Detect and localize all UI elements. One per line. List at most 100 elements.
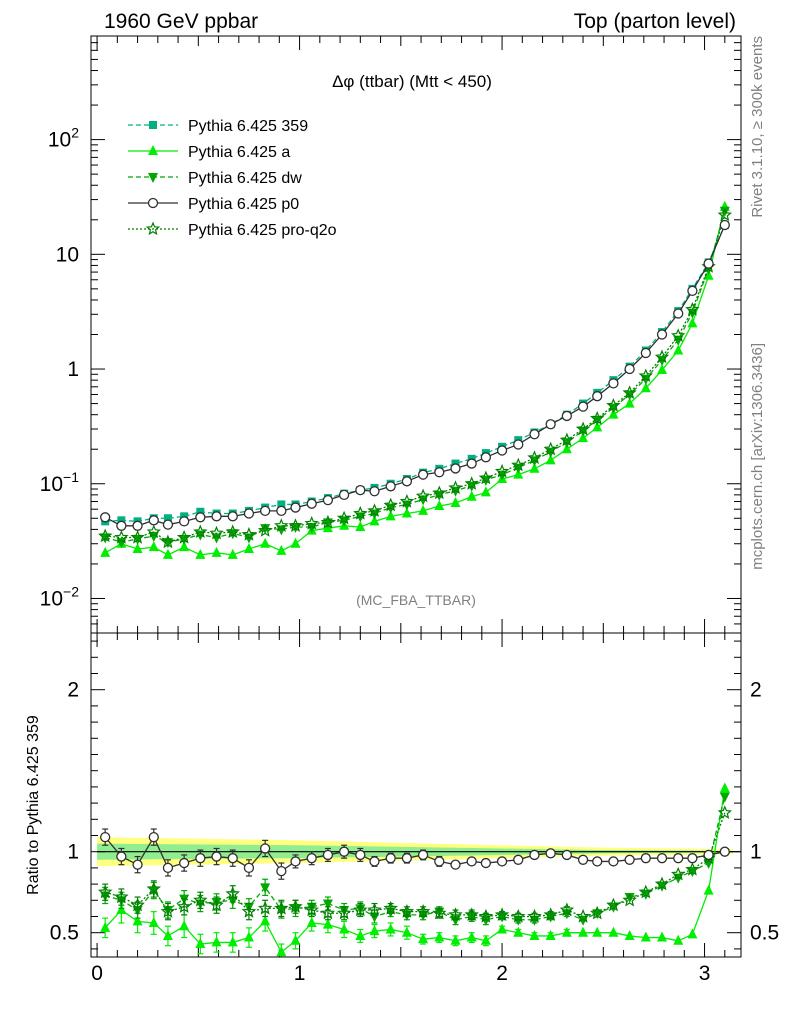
data-point <box>418 504 429 515</box>
data-point <box>162 548 173 559</box>
data-point <box>719 206 730 217</box>
data-point <box>288 899 303 913</box>
series-pythia-6-425-dw <box>100 206 730 549</box>
data-point <box>399 904 415 918</box>
data-point <box>290 856 301 867</box>
y-tick-label: 1 <box>67 358 79 381</box>
ratio-line <box>104 796 726 921</box>
data-point <box>417 469 429 480</box>
data-point <box>703 859 714 870</box>
legend-item: Pythia 6.425 359 <box>128 118 308 135</box>
data-point <box>114 889 129 904</box>
data-point <box>160 534 176 549</box>
data-point <box>432 905 447 920</box>
data-point <box>306 916 317 927</box>
data-point <box>622 385 637 400</box>
data-point <box>415 904 431 918</box>
data-point <box>717 805 732 819</box>
data-point <box>162 519 174 530</box>
rivet-label: Rivet 3.1.10, ≥ 300k events <box>749 36 766 218</box>
y-tick-label: 102 <box>48 125 79 152</box>
data-point <box>353 902 368 917</box>
ratio-y-tick-label-right: 0.5 <box>750 922 779 945</box>
data-point <box>448 907 463 921</box>
data-point <box>466 458 477 469</box>
data-point <box>624 397 635 408</box>
data-point <box>561 849 573 861</box>
data-point <box>464 907 479 921</box>
data-point <box>401 926 412 937</box>
data-point <box>383 497 398 512</box>
data-point <box>687 928 698 939</box>
data-point <box>657 364 668 375</box>
data-point <box>703 258 714 269</box>
data-point <box>480 857 492 869</box>
data-point <box>160 903 176 918</box>
data-point <box>450 915 461 926</box>
data-point <box>434 467 445 478</box>
data-point <box>176 899 192 913</box>
data-point <box>148 173 158 183</box>
series-pythia-6-425-pro-q2o <box>98 207 732 549</box>
data-point <box>559 902 575 917</box>
data-point <box>654 349 670 364</box>
data-point <box>336 905 352 920</box>
data-point <box>132 542 143 553</box>
ratio-y-tick-label-right: 2 <box>750 679 762 702</box>
data-point <box>225 886 240 901</box>
x-axis-tick-labels: 0 1 2 3 <box>91 962 710 985</box>
main-series-layer <box>98 200 732 559</box>
series-pythia-6-425-a <box>100 200 730 559</box>
data-point <box>211 546 222 557</box>
legend-label: Pythia 6.425 359 <box>188 118 308 135</box>
data-point <box>259 843 271 854</box>
data-point <box>369 486 380 497</box>
data-point <box>657 931 668 942</box>
data-point <box>494 907 510 921</box>
data-point <box>195 853 206 864</box>
data-point <box>149 121 157 129</box>
data-point <box>243 862 255 874</box>
data-point <box>146 524 162 539</box>
data-point <box>529 929 540 940</box>
data-point <box>116 520 127 531</box>
data-point <box>685 302 700 316</box>
ratio-y-tick-label: 0.5 <box>50 922 79 945</box>
data-point <box>687 317 698 328</box>
data-point <box>608 378 619 389</box>
data-point <box>527 908 542 923</box>
data-point <box>355 484 366 496</box>
data-point <box>719 792 730 803</box>
data-point <box>227 853 238 864</box>
data-point <box>100 512 111 523</box>
data-point <box>545 929 556 940</box>
data-point <box>355 520 366 531</box>
data-point <box>466 931 477 942</box>
data-point <box>624 929 635 940</box>
data-point <box>480 452 492 463</box>
data-point <box>211 511 222 522</box>
data-point <box>575 908 591 923</box>
data-point <box>306 498 317 509</box>
data-point <box>673 853 684 864</box>
series-line <box>104 210 726 543</box>
data-point <box>196 507 205 516</box>
data-point <box>527 450 542 465</box>
data-point <box>260 883 271 894</box>
ratio-ylabel: Ratio to Pythia 6.425 359 <box>25 715 42 895</box>
data-point <box>195 512 206 523</box>
analysis-watermark: (MC_FBA_TTBAR) <box>356 592 476 608</box>
x-tick-label: 3 <box>699 962 711 985</box>
data-point <box>494 463 510 478</box>
data-point <box>513 439 524 450</box>
data-point <box>511 908 526 923</box>
data-point <box>606 897 621 912</box>
series-line <box>105 214 726 543</box>
data-point <box>353 505 368 520</box>
legend-label: Pythia 6.425 a <box>188 144 290 161</box>
data-point <box>478 908 494 923</box>
legend-item: Pythia 6.425 p0 <box>128 196 299 213</box>
data-point <box>401 853 413 864</box>
data-point <box>322 918 333 929</box>
data-point <box>415 488 431 503</box>
